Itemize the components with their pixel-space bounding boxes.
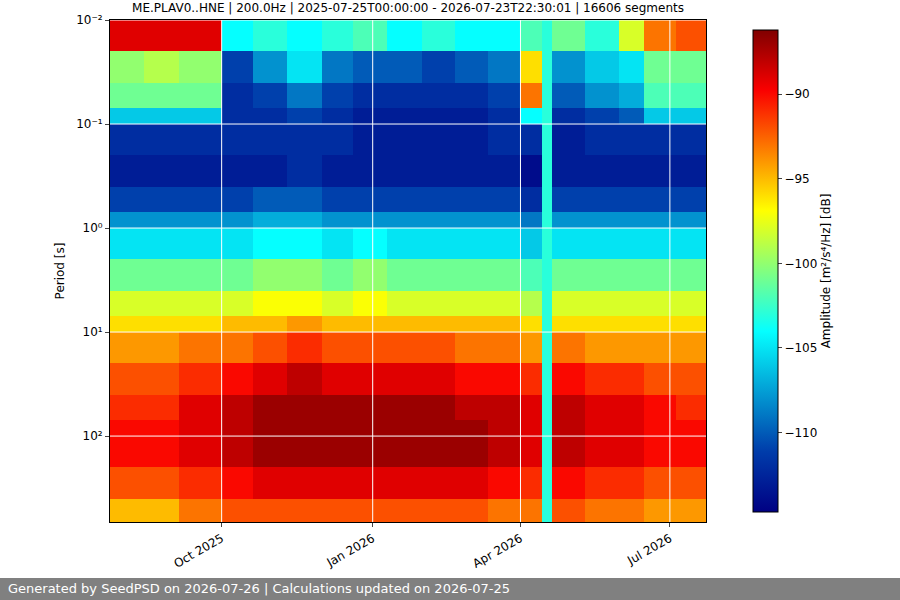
svg-text:−90: −90 [784,87,809,101]
svg-text:10⁻¹: 10⁻¹ [76,117,103,131]
svg-text:Apr 2026: Apr 2026 [470,531,525,571]
svg-text:Amplitude [m²/s⁴/Hz] [dB]: Amplitude [m²/s⁴/Hz] [dB] [819,194,833,349]
svg-text:Jan 2026: Jan 2026 [324,531,378,570]
svg-text:−100: −100 [784,257,817,271]
svg-text:Period [s]: Period [s] [53,243,67,300]
svg-text:10¹: 10¹ [83,325,103,339]
svg-text:10⁰: 10⁰ [83,221,103,235]
svg-text:10⁻²: 10⁻² [76,13,103,27]
svg-text:ME.PLAV0..HNE | 200.0Hz | 2025: ME.PLAV0..HNE | 200.0Hz | 2025-07-25T00:… [132,1,684,15]
svg-text:10²: 10² [83,429,103,443]
svg-text:−95: −95 [784,172,809,186]
svg-text:−110: −110 [784,426,817,440]
html-text:Generated by SeedPSD on 2026-0: Generated by SeedPSD on 2026-07-26 | Cal… [8,581,510,596]
svg-text:Jul 2026: Jul 2026 [624,531,674,568]
svg-text:Oct 2025: Oct 2025 [171,531,226,571]
svg-text:−105: −105 [784,341,817,355]
